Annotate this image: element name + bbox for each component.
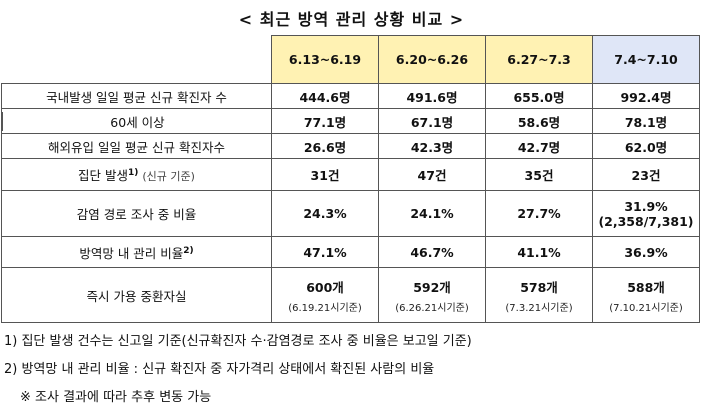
table-cell: 67.1명 — [378, 108, 486, 134]
cell-value-extra: (2,358/7,381) — [598, 213, 694, 229]
table-cell: 62.0명 — [592, 133, 700, 159]
table-row: 방역망 내 관리 비율2) 47.1% 46.7% 41.1% 36.9% — [1, 236, 700, 268]
table-cell: 46.7% — [378, 236, 486, 268]
comparison-table: 6.13~6.19 6.20~6.26 6.27~7.3 7.4~7.10 국내… — [1, 35, 700, 323]
header-corner — [1, 35, 272, 84]
footnote-2: 2) 방역망 내 관리 비율 : 신규 확진자 중 자가격리 상태에서 확진된 … — [4, 362, 435, 377]
cell-note: (7.10.21시기준) — [609, 302, 683, 314]
table-row: 60세 이상 77.1명 67.1명 58.6명 78.1명 — [1, 108, 700, 134]
cell-value: 578개 — [520, 279, 558, 295]
table-cell: 35건 — [485, 158, 593, 191]
footnote-3: ※ 조사 결과에 따라 추후 변동 가능 — [20, 390, 212, 405]
cell-value: 31.9% — [624, 198, 668, 214]
row-label-text: 60세 이상 — [2, 111, 271, 131]
row-label-text: 집단 발생 — [78, 168, 129, 183]
footnote-1: 1) 집단 발생 건수는 신고일 기준(신규확진자 수·감염경로 조사 중 비율… — [4, 334, 472, 349]
table-cell: 592개 (6.26.21시기준) — [378, 267, 486, 323]
column-header: 6.20~6.26 — [378, 35, 486, 84]
footnote-marker: 1) — [128, 167, 139, 178]
cell-note: (7.3.21시기준) — [505, 302, 573, 314]
row-label: 즉시 가용 중환자실 — [1, 267, 272, 323]
header-row: 6.13~6.19 6.20~6.26 6.27~7.3 7.4~7.10 — [1, 35, 700, 84]
column-header: 6.27~7.3 — [485, 35, 593, 84]
column-header: 6.13~6.19 — [271, 35, 379, 84]
table-cell: 26.6명 — [271, 133, 379, 159]
table-cell: 600개 (6.19.21시기준) — [271, 267, 379, 323]
cell-value: 588개 — [627, 279, 665, 295]
table-cell: 78.1명 — [592, 108, 700, 134]
column-header: 7.4~7.10 — [592, 35, 700, 84]
cell-value: 600개 — [306, 279, 344, 295]
footnote-marker: 2) — [183, 245, 194, 256]
table-cell: 41.1% — [485, 236, 593, 268]
table-cell: 491.6명 — [378, 83, 486, 109]
row-label-text: 방역망 내 관리 비율 — [79, 245, 184, 261]
row-label: 해외유입 일일 평균 신규 확진자수 — [1, 133, 272, 159]
table-cell: 588개 (7.10.21시기준) — [592, 267, 700, 323]
row-label: 감염 경로 조사 중 비율 — [1, 190, 272, 237]
table-cell: 31.9% (2,358/7,381) — [592, 190, 700, 237]
table-cell: 23건 — [592, 158, 700, 191]
table-row: 국내발생 일일 평균 신규 확진자 수 444.6명 491.6명 655.0명… — [1, 83, 700, 109]
row-label: 국내발생 일일 평균 신규 확진자 수 — [1, 83, 272, 109]
table-cell: 47건 — [378, 158, 486, 191]
table-cell: 36.9% — [592, 236, 700, 268]
cell-note: (6.26.21시기준) — [395, 302, 469, 314]
table-cell: 27.7% — [485, 190, 593, 237]
table-cell: 578개 (7.3.21시기준) — [485, 267, 593, 323]
table-cell: 992.4명 — [592, 83, 700, 109]
table-cell: 58.6명 — [485, 108, 593, 134]
table-cell: 24.3% — [271, 190, 379, 237]
row-label-extra: (신규 기준) — [142, 170, 195, 183]
table-row: 집단 발생1) (신규 기준) 31건 47건 35건 23건 — [1, 158, 700, 191]
row-label: 집단 발생1) (신규 기준) — [1, 158, 272, 191]
table-row: 감염 경로 조사 중 비율 24.3% 24.1% 27.7% 31.9% (2… — [1, 190, 700, 237]
table-cell: 42.3명 — [378, 133, 486, 159]
table-cell: 77.1명 — [271, 108, 379, 134]
table-cell: 31건 — [271, 158, 379, 191]
page-title: < 최근 방역 관리 상황 비교 > — [238, 10, 465, 29]
row-label: 60세 이상 — [1, 108, 272, 134]
table-row: 해외유입 일일 평균 신규 확진자수 26.6명 42.3명 42.7명 62.… — [1, 133, 700, 159]
table-cell: 444.6명 — [271, 83, 379, 109]
table-cell: 655.0명 — [485, 83, 593, 109]
row-label: 방역망 내 관리 비율2) — [1, 236, 272, 268]
table-cell: 42.7명 — [485, 133, 593, 159]
cell-value: 592개 — [413, 279, 451, 295]
table-cell: 47.1% — [271, 236, 379, 268]
table-row: 즉시 가용 중환자실 600개 (6.19.21시기준) 592개 (6.26.… — [1, 267, 700, 323]
table-cell: 24.1% — [378, 190, 486, 237]
cell-note: (6.19.21시기준) — [288, 302, 362, 314]
